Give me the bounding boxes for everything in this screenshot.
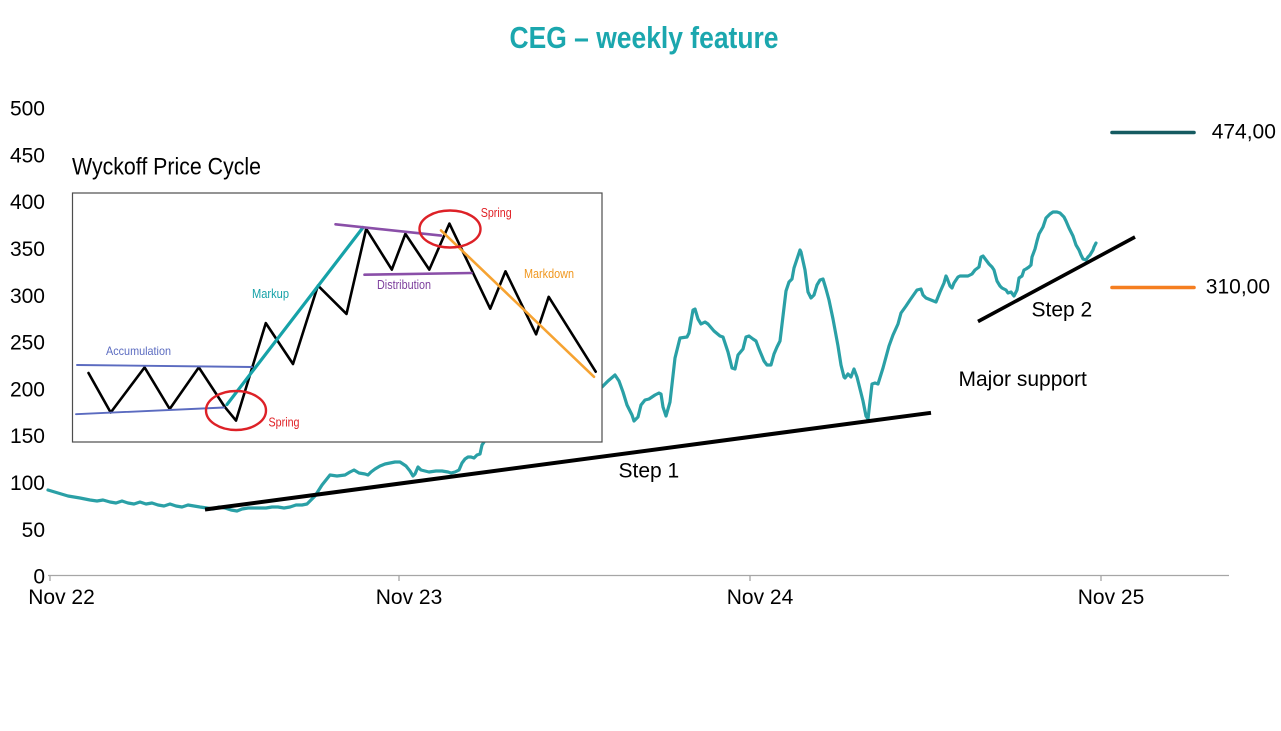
svg-text:350: 350: [10, 238, 45, 261]
svg-text:Step 2: Step 2: [1032, 298, 1093, 321]
svg-text:Spring: Spring: [481, 205, 512, 220]
svg-text:Step 1: Step 1: [619, 459, 680, 482]
svg-text:500: 500: [10, 98, 45, 121]
svg-text:Markup: Markup: [252, 287, 289, 301]
svg-text:CEG – weekly feature: CEG – weekly feature: [510, 20, 779, 55]
svg-text:0: 0: [33, 566, 45, 589]
svg-text:310,00: 310,00: [1206, 276, 1270, 299]
svg-text:50: 50: [22, 519, 45, 542]
svg-text:150: 150: [10, 425, 45, 448]
svg-text:200: 200: [10, 378, 45, 401]
svg-text:Distribution: Distribution: [377, 278, 431, 292]
svg-text:Nov 22: Nov 22: [28, 586, 95, 609]
svg-text:Markdown: Markdown: [524, 267, 574, 281]
svg-text:450: 450: [10, 144, 45, 167]
svg-text:Nov 23: Nov 23: [376, 586, 443, 609]
svg-text:400: 400: [10, 191, 45, 214]
svg-text:Nov 24: Nov 24: [727, 586, 794, 609]
svg-text:Wyckoff Price Cycle: Wyckoff Price Cycle: [72, 153, 261, 180]
svg-text:474,00: 474,00: [1212, 121, 1276, 144]
svg-text:Nov 25: Nov 25: [1078, 586, 1145, 609]
svg-text:Accumulation: Accumulation: [106, 344, 171, 358]
svg-text:300: 300: [10, 285, 45, 308]
svg-text:Major support: Major support: [959, 368, 1088, 391]
svg-text:100: 100: [10, 472, 45, 495]
svg-text:Spring: Spring: [269, 415, 300, 430]
svg-text:250: 250: [10, 332, 45, 355]
